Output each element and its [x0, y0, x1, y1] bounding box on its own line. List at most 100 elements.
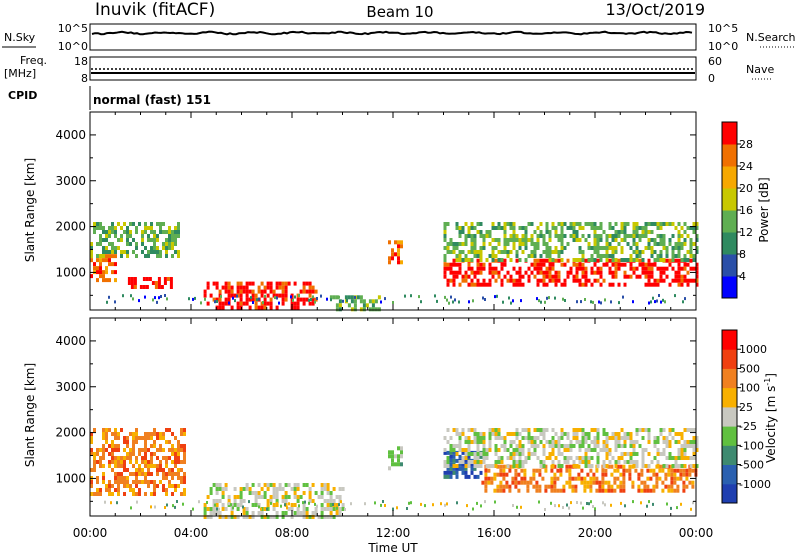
- power-scatter-cell: [292, 298, 294, 302]
- velocity-echo-cell: [584, 464, 588, 468]
- power-echo-cell: [394, 240, 397, 245]
- power-echo-cell: [99, 254, 102, 258]
- power-echo-cell: [458, 258, 462, 262]
- velocity-echo-cell: [604, 472, 608, 477]
- velocity-echo-cell: [584, 452, 588, 456]
- power-echo-cell: [650, 250, 654, 254]
- power-echo-cell: [96, 258, 99, 263]
- velocity-echo-cell: [263, 491, 267, 495]
- power-echo-cell: [470, 234, 474, 238]
- power-echo-cell: [638, 254, 642, 258]
- power-echo-cell: [578, 278, 582, 283]
- power-echo-cell: [263, 289, 267, 294]
- velocity-echo-cell: [512, 464, 516, 468]
- frequency-strip: Freq. [MHz] 18 8 60 0 Nave: [4, 54, 774, 85]
- velocity-echo-cell: [227, 499, 231, 503]
- velocity-echo-cell: [587, 448, 591, 452]
- velocity-echo-cell: [135, 440, 138, 444]
- velocity-echo-cell: [533, 436, 537, 440]
- power-echo-cell: [581, 226, 585, 230]
- power-echo-cell: [470, 278, 474, 283]
- nsky-label: N.Sky: [4, 31, 36, 44]
- power-echo-cell: [629, 246, 633, 250]
- velocity-echo-cell: [514, 484, 518, 489]
- velocity-echo-cell: [568, 464, 572, 469]
- velocity-echo-cell: [452, 470, 456, 475]
- power-echo-cell: [154, 285, 158, 289]
- velocity-echo-cell: [643, 480, 647, 485]
- velocity-echo-cell: [524, 460, 528, 464]
- velocity-scatter-cell: [364, 502, 366, 506]
- velocity-echo-cell: [111, 448, 114, 452]
- velocity-echo-cell: [129, 472, 132, 476]
- power-ylabel: Slant Range [km]: [23, 158, 37, 262]
- velocity-echo-cell: [629, 432, 633, 436]
- velocity-echo-cell: [494, 460, 498, 464]
- velocity-echo-cell: [338, 487, 342, 491]
- velocity-scatter-cell: [166, 503, 168, 507]
- velocity-colorbar-swatch: [722, 368, 737, 389]
- power-echo-cell: [503, 262, 507, 267]
- velocity-colorbar-tick-label: 100: [739, 382, 760, 395]
- velocity-echo-cell: [245, 507, 249, 511]
- velocity-echo-cell: [266, 487, 270, 491]
- power-echo-cell: [102, 250, 105, 254]
- power-echo-cell: [452, 250, 456, 254]
- power-echo-cell: [102, 254, 105, 258]
- velocity-echo-cell: [239, 499, 243, 503]
- power-echo-cell: [680, 234, 684, 238]
- time-tick-label: 20:00: [578, 526, 613, 540]
- velocity-echo-cell: [676, 468, 680, 473]
- power-scatter-cell: [108, 295, 110, 299]
- power-echo-cell: [177, 222, 180, 226]
- velocity-echo-cell: [602, 428, 606, 432]
- velocity-scatter-cell: [676, 506, 678, 510]
- power-echo-cell: [254, 301, 258, 306]
- power-echo-cell: [108, 250, 111, 254]
- velocity-scatter-cell: [382, 500, 384, 503]
- power-echo-cell: [443, 226, 447, 230]
- velocity-echo-cell: [314, 511, 318, 515]
- power-scatter-cell: [298, 294, 300, 297]
- power-echo-cell: [668, 282, 672, 287]
- velocity-echo-cell: [218, 487, 222, 491]
- power-echo-cell: [650, 274, 654, 279]
- velocity-echo-cell: [150, 432, 153, 436]
- power-echo-cell: [653, 250, 657, 254]
- power-echo-cell: [206, 285, 210, 290]
- power-echo-cell: [108, 230, 111, 234]
- velocity-echo-cell: [530, 452, 534, 456]
- power-echo-cell: [596, 270, 600, 275]
- velocity-echo-cell: [581, 436, 585, 440]
- power-echo-cell: [641, 258, 645, 262]
- velocity-scatter-cell: [228, 502, 230, 506]
- velocity-echo-cell: [320, 491, 324, 495]
- velocity-echo-cell: [587, 460, 591, 464]
- velocity-echo-cell: [620, 456, 624, 460]
- power-echo-cell: [665, 250, 669, 254]
- power-echo-cell: [599, 234, 603, 238]
- velocity-echo-cell: [90, 480, 93, 484]
- velocity-echo-cell: [335, 511, 339, 515]
- velocity-echo-cell: [502, 472, 506, 477]
- velocity-echo-cell: [329, 511, 333, 515]
- velocity-echo-cell: [575, 428, 579, 432]
- velocity-echo-cell: [290, 507, 294, 511]
- velocity-echo-cell: [159, 444, 162, 448]
- power-echo-cell: [572, 262, 576, 267]
- velocity-ytick-label: 4000: [55, 334, 86, 348]
- velocity-echo-cell: [114, 428, 117, 432]
- velocity-echo-cell: [138, 436, 141, 440]
- velocity-echo-cell: [341, 503, 345, 507]
- power-scatter-cell: [152, 298, 154, 302]
- velocity-echo-cell: [677, 448, 681, 452]
- power-echo-cell: [644, 234, 648, 238]
- velocity-echo-cell: [147, 468, 150, 472]
- velocity-echo-cell: [332, 515, 336, 519]
- power-echo-cell: [566, 242, 570, 246]
- velocity-colorbar-tick-label: -1000: [739, 478, 771, 491]
- velocity-echo-cell: [156, 464, 159, 468]
- power-echo-cell: [473, 226, 477, 230]
- velocity-echo-cell: [521, 448, 525, 452]
- velocity-echo-cell: [296, 487, 300, 491]
